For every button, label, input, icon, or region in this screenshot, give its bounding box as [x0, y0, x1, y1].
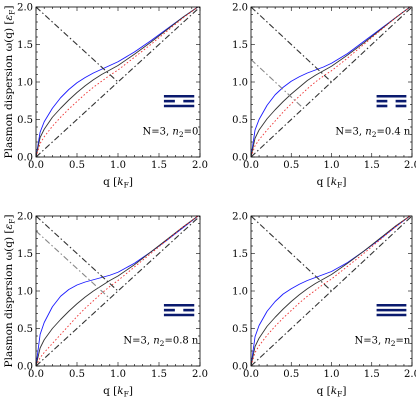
y-tick-label: 2.0 [17, 212, 33, 223]
x-tick-label: 1.0 [324, 160, 340, 171]
x-axis-label: q [kF​] [103, 385, 133, 399]
y-tick-label: 1.0 [17, 78, 33, 89]
series-line-black-dashdot [251, 216, 332, 292]
series-line-black-solid [251, 7, 411, 157]
panel-4: 0.00.0 0.5 0.5 1.0 1.0 1.5 1.5 2.0 2.0 N=3, n2​=n… [232, 212, 416, 399]
x-tick-label: 0.0 [28, 369, 44, 380]
series-line-grey-dashdot [251, 59, 304, 109]
panel-annotation: N=3, n2​=0.8 n [123, 336, 199, 349]
x-tick-label: 0.5 [283, 160, 299, 171]
x-tick-label: 2.0 [192, 369, 208, 380]
series-group [36, 7, 200, 157]
y-tick-label: 1.5 [232, 249, 248, 260]
x-axis-label: q [kF​] [103, 176, 133, 190]
plot-frame [35, 215, 201, 367]
plot-frame [250, 215, 413, 367]
y-tick-label: 0.0 [17, 153, 33, 164]
layer-legend-icon [376, 303, 407, 317]
x-tick-label: 2.0 [404, 369, 416, 380]
panel-2: 0.00.0 0.5 0.5 1.0 1.0 1.5 1.5 2.0 2.0 N=3, n2​=0… [232, 3, 416, 190]
series-line-grey-dashdot [36, 230, 111, 299]
panel-annotation: N=3, n2​=n [354, 336, 410, 349]
x-axis-label: q [kF​] [317, 176, 347, 190]
series-line-red-dotted [251, 216, 411, 366]
series-line-black-dashdot [36, 7, 119, 83]
y-tick-label: 1.0 [232, 287, 248, 298]
y-tick-label: 0.5 [17, 115, 33, 126]
x-tick-label: 1.0 [110, 160, 126, 171]
x-tick-label: 1.0 [110, 369, 126, 380]
series-group [36, 216, 200, 366]
x-tick-label: 0.5 [283, 369, 299, 380]
series-line-black-dashdot [36, 216, 119, 292]
layer-legend-icon [163, 94, 195, 108]
y-tick-label: 1.0 [232, 78, 248, 89]
panel-annotation: N=3, n2​=0 [143, 127, 199, 140]
plot-frame [250, 6, 413, 158]
series-line-blue-solid [251, 7, 411, 157]
x-tick-label: 0.0 [243, 160, 259, 171]
x-tick-label: 2.0 [192, 160, 208, 171]
series-line-blue-solid [36, 7, 199, 157]
x-axis-label: q [kF​] [317, 385, 347, 399]
series-line-red-dotted [36, 7, 199, 157]
y-tick-label: 0.5 [232, 115, 248, 126]
series-group [251, 7, 412, 157]
y-tick-label: 1.5 [17, 249, 33, 260]
x-tick-label: 0.5 [69, 369, 85, 380]
y-tick-label: 1.5 [17, 40, 33, 51]
series-line-black-solid [36, 7, 199, 157]
series-group [251, 216, 412, 366]
y-tick-label: 0.0 [232, 153, 248, 164]
y-tick-label: 0.5 [232, 324, 248, 335]
y-tick-label: 1.5 [232, 40, 248, 51]
panel-1: 0.00.0 0.5 0.5 1.0 1.0 1.5 1.5 2.0 2.0 N=3, n2​=0… [3, 3, 208, 190]
y-tick-label: 1.0 [17, 287, 33, 298]
y-tick-label: 2.0 [17, 3, 33, 14]
series-line-black-solid [36, 216, 199, 366]
series-line-black-solid [251, 216, 411, 366]
layer-legend-icon [376, 94, 407, 108]
panel-3: 0.00.0 0.5 0.5 1.0 1.0 1.5 1.5 2.0 2.0 N=3, n2​=0… [3, 212, 208, 399]
x-tick-label: 1.5 [364, 160, 380, 171]
y-tick-label: 2.0 [232, 3, 248, 14]
plot-frame [35, 6, 201, 158]
x-tick-label: 1.5 [151, 160, 167, 171]
layer-legend-icon [163, 303, 195, 317]
y-tick-label: 0.0 [17, 362, 33, 373]
y-axis-label: Plasmon dispersion ω(q) [εF​] [3, 215, 17, 368]
y-axis-label: Plasmon dispersion ω(q) [εF​] [3, 6, 17, 159]
x-tick-label: 1.0 [324, 369, 340, 380]
x-tick-label: 1.5 [364, 369, 380, 380]
x-tick-label: 0.0 [243, 369, 259, 380]
series-line-red-dotted [36, 216, 199, 366]
y-tick-label: 2.0 [232, 212, 248, 223]
x-tick-label: 1.5 [151, 369, 167, 380]
x-tick-label: 0.0 [28, 160, 44, 171]
y-tick-label: 0.0 [232, 362, 248, 373]
series-line-black-dashdot [251, 7, 332, 83]
y-tick-label: 0.5 [17, 324, 33, 335]
x-tick-label: 2.0 [404, 160, 416, 171]
x-tick-label: 0.5 [69, 160, 85, 171]
panel-annotation: N=3, n2​=0.4 n [335, 127, 411, 140]
